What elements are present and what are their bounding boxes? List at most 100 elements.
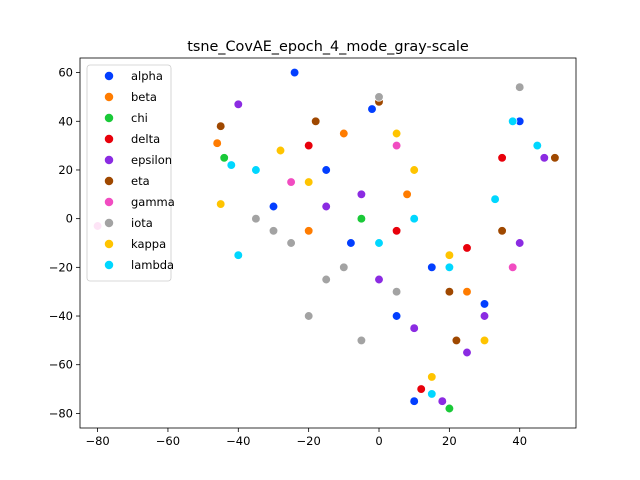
point-eta [497,226,507,236]
point-kappa [275,145,286,156]
plot-frame [79,57,577,429]
point-alpha [289,67,300,78]
point-beta [212,138,222,148]
point-chi [356,214,367,224]
legend-marker-beta [104,92,114,102]
legend-label-delta: delta [131,132,160,146]
legend-marker-iota [104,218,114,228]
point-beta [462,287,472,297]
point-iota [304,311,314,321]
legend-marker-gamma [104,197,114,207]
point-lambda [233,250,243,260]
point-alpha [427,262,437,272]
point-lambda [508,116,518,126]
legend-label-beta: beta [131,90,157,104]
point-epsilon [437,396,447,406]
point-delta [416,384,426,394]
point-eta [451,335,462,346]
point-epsilon [233,99,243,109]
legend-label-eta: eta [131,174,150,188]
x-tick-label: −60 [156,434,180,448]
point-alpha [346,238,356,248]
point-alpha [391,311,402,321]
point-gamma [391,140,402,151]
point-iota [391,287,402,297]
point-iota [515,82,525,92]
point-epsilon [409,323,419,333]
y-axis: −80 −60 −40 −20 0 20 40 60 [49,66,80,420]
point-chi [444,403,455,414]
legend-label-iota: iota [131,216,153,230]
point-alpha [321,165,331,175]
y-tick-label: 40 [58,114,73,128]
legend-marker-delta [104,134,114,144]
point-kappa [391,128,402,139]
point-epsilon [515,238,525,248]
y-tick-label: 0 [66,212,73,226]
point-lambda [409,214,419,224]
point-kappa [304,177,314,187]
point-iota [321,274,331,285]
point-iota [374,92,384,102]
point-kappa [409,165,419,175]
point-epsilon [374,274,384,285]
point-lambda [490,194,500,204]
point-kappa [479,335,490,346]
point-chi [219,153,229,163]
point-beta [304,226,314,236]
legend-label-epsilon: epsilon [131,153,172,167]
point-iota [251,214,261,224]
legend-marker-eta [104,176,114,186]
point-beta [402,189,412,199]
point-epsilon [462,347,472,358]
legend-label-kappa: kappa [131,237,166,251]
x-tick-label: −40 [226,434,250,448]
x-tick-label: 40 [512,434,527,448]
y-tick-label: −80 [49,406,73,420]
point-kappa [216,199,226,209]
point-lambda [427,389,437,399]
point-eta [311,116,321,126]
point-gamma [286,177,296,187]
point-alpha [367,104,377,114]
legend-label-gamma: gamma [131,195,175,209]
point-eta [444,287,455,297]
legend: alpha beta chi delta epsilon eta gamma iota kapp… [86,64,175,282]
point-eta [550,153,560,163]
point-alpha [479,299,490,309]
point-delta [497,153,507,163]
point-iota [339,262,349,272]
legend-marker-epsilon [104,155,114,165]
legend-marker-alpha [104,71,114,81]
y-tick-label: −40 [49,309,73,323]
y-tick-label: 60 [58,66,73,80]
point-epsilon [539,153,549,163]
point-delta [391,226,402,236]
chart-title: tsne_CovAE_epoch_4_mode_gray-scale [187,39,469,55]
legend-label-chi: chi [131,111,148,125]
point-beta [339,128,349,139]
point-delta [462,243,472,253]
point-lambda [226,160,236,170]
point-kappa [444,250,455,260]
point-iota [356,335,367,346]
point-lambda [251,165,261,175]
point-iota [268,226,279,236]
legend-marker-lambda [104,260,114,270]
point-lambda [374,238,384,248]
x-tick-label: 0 [375,434,382,448]
point-alpha [268,201,279,212]
point-epsilon [479,311,490,321]
legend-marker-chi [104,113,114,123]
point-eta [216,121,226,131]
legend-label-alpha: alpha [131,69,163,83]
legend-label-lambda: lambda [131,258,174,272]
point-kappa [427,372,437,382]
y-tick-label: −60 [49,358,73,372]
point-delta [304,140,314,151]
x-tick-label: −80 [85,434,109,448]
point-iota [286,238,296,248]
x-tick-label: −20 [297,434,321,448]
marker-layer [92,67,560,414]
